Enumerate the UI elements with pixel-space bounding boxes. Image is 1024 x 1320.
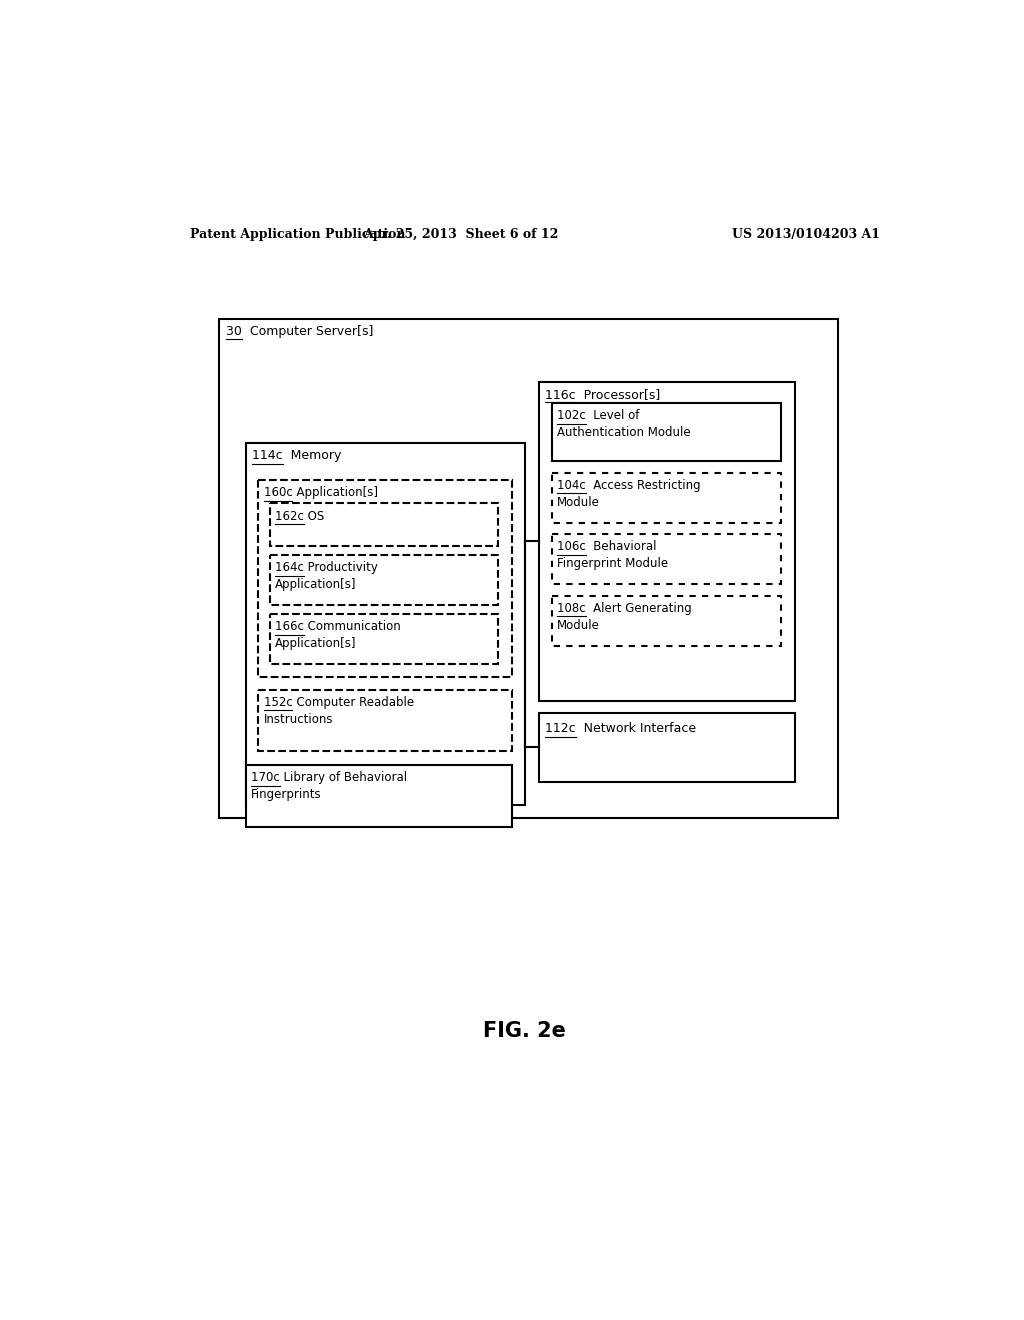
Bar: [270, 614, 499, 664]
Text: 116c  Processor[s]: 116c Processor[s]: [545, 388, 660, 401]
Text: 102c  Level of
Authentication Module: 102c Level of Authentication Module: [557, 409, 691, 440]
Text: 30  Computer Server[s]: 30 Computer Server[s]: [225, 325, 373, 338]
Text: US 2013/0104203 A1: US 2013/0104203 A1: [732, 227, 881, 240]
Bar: [552, 404, 780, 461]
Text: FIG. 2e: FIG. 2e: [483, 1020, 566, 1040]
Text: 152c Computer Readable
Instructions: 152c Computer Readable Instructions: [263, 696, 414, 726]
Bar: [270, 503, 499, 545]
Text: Apr. 25, 2013  Sheet 6 of 12: Apr. 25, 2013 Sheet 6 of 12: [364, 227, 559, 240]
Bar: [219, 318, 838, 817]
Text: 162c OS: 162c OS: [275, 510, 325, 523]
Text: 170c Library of Behavioral
Fingerprints: 170c Library of Behavioral Fingerprints: [251, 771, 408, 801]
Text: 112c  Network Interface: 112c Network Interface: [545, 722, 696, 735]
Text: 108c  Alert Generating
Module: 108c Alert Generating Module: [557, 602, 692, 632]
Bar: [552, 535, 780, 585]
Text: 114c  Memory: 114c Memory: [252, 449, 341, 462]
Bar: [270, 554, 499, 605]
Text: 160c Application[s]: 160c Application[s]: [263, 487, 378, 499]
Bar: [258, 480, 512, 677]
Bar: [246, 766, 512, 826]
Text: 104c  Access Restricting
Module: 104c Access Restricting Module: [557, 479, 701, 508]
Text: 164c Productivity
Application[s]: 164c Productivity Application[s]: [275, 561, 378, 591]
Text: 106c  Behavioral
Fingerprint Module: 106c Behavioral Fingerprint Module: [557, 540, 669, 570]
Bar: [539, 713, 795, 781]
Text: Patent Application Publication: Patent Application Publication: [190, 227, 406, 240]
Bar: [552, 473, 780, 523]
Bar: [552, 595, 780, 645]
Bar: [258, 689, 512, 751]
Text: 166c Communication
Application[s]: 166c Communication Application[s]: [275, 620, 401, 651]
Bar: [246, 444, 524, 805]
Bar: [539, 381, 795, 701]
